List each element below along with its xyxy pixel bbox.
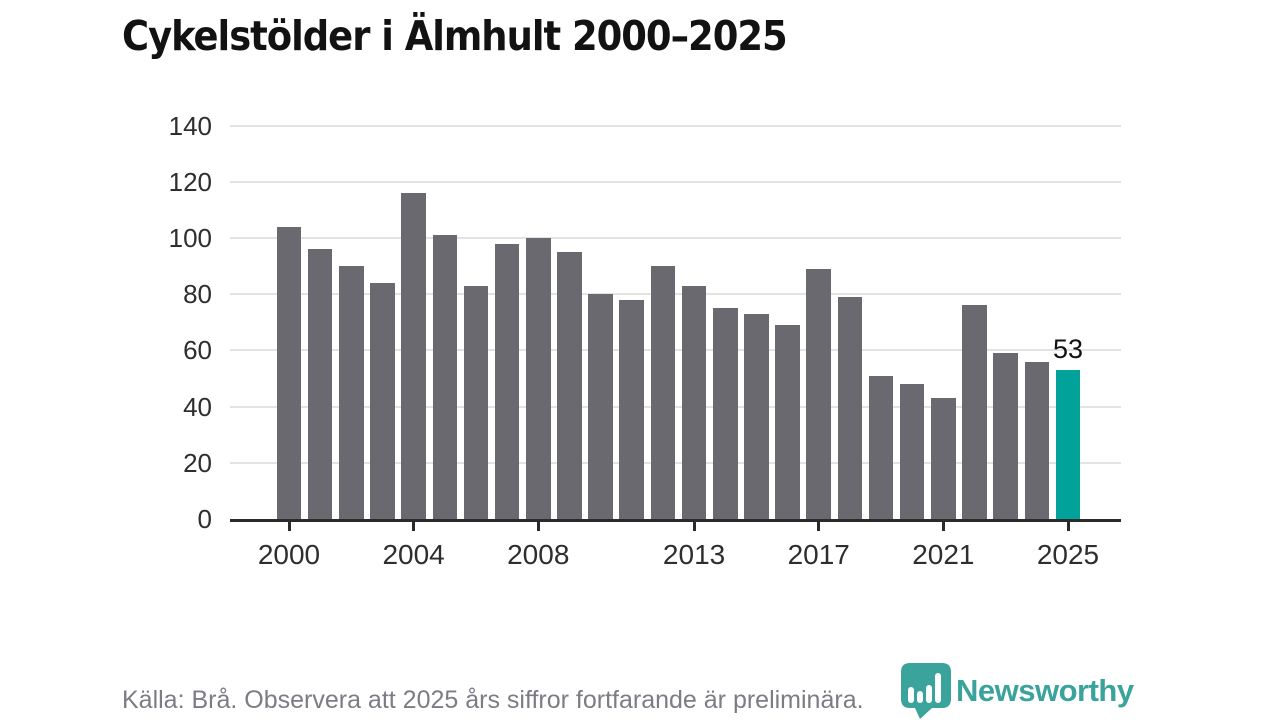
y-axis-tick-label: 140 (168, 110, 212, 141)
y-gridline (230, 124, 1121, 127)
bar-2013 (681, 285, 707, 519)
bar-2003 (370, 282, 395, 519)
bar-2015 (744, 313, 769, 519)
bar-2021 (931, 398, 956, 519)
bar-2009 (557, 252, 582, 519)
bar-2018 (837, 297, 863, 519)
highlight-value-label: 53 (1052, 334, 1084, 365)
bar-2004 (401, 193, 426, 519)
y-gridline (230, 405, 1121, 408)
y-axis-tick-label: 80 (183, 279, 212, 310)
x-axis-tick-label: 2021 (912, 539, 975, 570)
y-gridline (230, 237, 1121, 239)
y-axis-tick-label: 20 (183, 447, 212, 478)
bar-2007 (494, 243, 520, 519)
newsworthy-logo: Newsworthy (898, 662, 1134, 720)
x-axis-line (230, 519, 1121, 522)
x-axis-tick (1066, 522, 1070, 531)
y-axis-tick-label: 40 (183, 391, 212, 422)
bar-2019 (868, 375, 894, 519)
x-axis-tick-label: 2013 (662, 539, 726, 570)
bar-2011 (619, 299, 645, 519)
bar-2001 (307, 249, 333, 519)
y-gridline (230, 461, 1121, 464)
newsworthy-pin-barchart-icon (901, 663, 951, 719)
bar-2005 (432, 235, 458, 519)
bar-2002 (339, 266, 364, 519)
chart-title: Cykelstölder i Älmhult 2000–2025 (122, 12, 788, 60)
x-axis-tick (287, 522, 291, 531)
bar-2023 (993, 353, 1018, 519)
bar-2025 (1055, 370, 1081, 519)
x-axis-tick (412, 522, 416, 531)
x-axis-tick (817, 522, 821, 531)
y-gridline (230, 349, 1121, 352)
bar-2010 (588, 294, 613, 519)
x-axis-tick-label: 2000 (257, 539, 321, 570)
y-gridline (230, 293, 1121, 296)
bar-2020 (899, 384, 925, 519)
bar-2014 (712, 308, 738, 519)
x-axis-tick-label: 2025 (1036, 539, 1100, 570)
x-axis-tick (692, 522, 696, 531)
x-axis-tick-label: 2008 (507, 539, 570, 570)
bar-2024 (1024, 361, 1050, 519)
y-axis-tick-label: 120 (168, 166, 212, 197)
bar-2016 (775, 325, 800, 519)
y-axis-tick-label: 100 (168, 223, 212, 253)
y-axis-tick-label: 60 (183, 335, 212, 366)
y-axis-tick-label: 0 (197, 504, 212, 534)
source-note: Källa: Brå. Observera att 2025 års siffr… (122, 686, 864, 714)
x-axis-tick-label: 2004 (382, 539, 445, 570)
bar-2000 (276, 226, 302, 519)
x-axis-tick (536, 522, 540, 531)
bar-2006 (463, 285, 489, 519)
newsworthy-wordmark: Newsworthy (956, 673, 1134, 708)
x-axis-tick (941, 522, 945, 531)
x-axis-tick-label: 2017 (787, 539, 850, 570)
y-gridline (230, 180, 1121, 183)
bar-2008 (525, 238, 551, 519)
bar-2017 (806, 268, 831, 519)
bar-2022 (962, 305, 987, 519)
bar-2012 (650, 266, 676, 519)
